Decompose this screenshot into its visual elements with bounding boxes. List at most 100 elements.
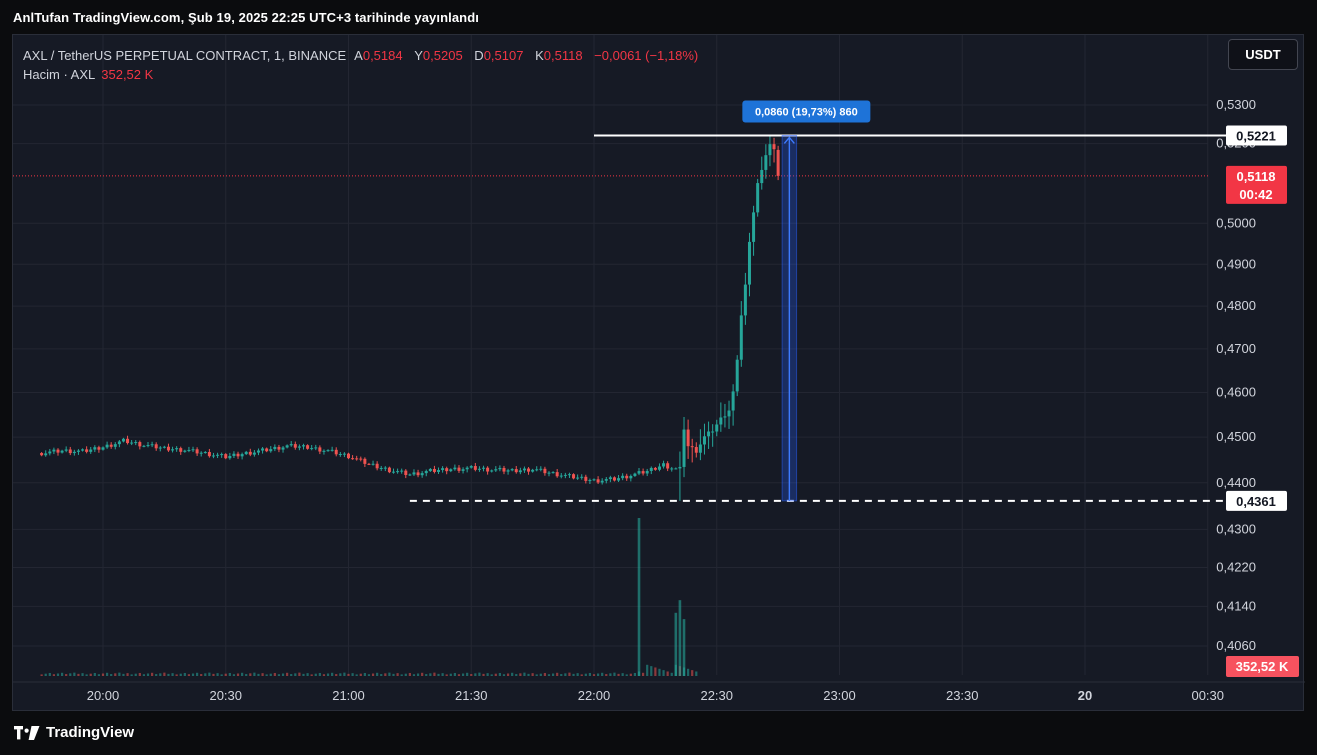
volume-bar: [236, 673, 240, 676]
candle-body: [175, 448, 179, 450]
candle-body: [64, 449, 68, 451]
volume-bar: [498, 672, 501, 676]
volume-label[interactable]: Hacim · AXL: [23, 67, 96, 82]
candle-body: [220, 454, 224, 456]
volume-bar: [613, 672, 616, 676]
volume-bar: [543, 672, 546, 676]
grid-lines: [13, 35, 1209, 675]
volume-bar: [134, 673, 137, 676]
open-label: A: [354, 48, 363, 63]
candle-body: [608, 477, 612, 480]
volume-bar: [404, 673, 407, 676]
candle-body: [236, 453, 240, 457]
candle-body: [735, 359, 739, 392]
y-tick-label: 0,4500: [1216, 429, 1256, 444]
volume-bar: [560, 674, 563, 676]
candle-body: [617, 478, 621, 481]
volume-bar: [85, 674, 88, 676]
candle-body: [72, 451, 76, 454]
candle-body: [559, 475, 563, 477]
candle-body: [502, 467, 506, 472]
volume-bar: [384, 673, 387, 676]
volume-bar: [539, 673, 542, 676]
price-chart[interactable]: 0,0860 (19,73%) 8600,53000,52000,50000,4…: [13, 35, 1305, 712]
publish-info: AnlTufan TradingView.com, Şub 19, 2025 2…: [13, 10, 479, 25]
candle-body: [301, 445, 305, 447]
candle-body: [641, 471, 645, 474]
volume-bar: [347, 673, 350, 676]
candle-body: [207, 452, 211, 457]
volume-bar: [318, 672, 321, 676]
candle-body: [359, 458, 363, 460]
candle-body: [404, 470, 408, 475]
candle-body: [138, 442, 142, 447]
candle-body: [355, 458, 359, 460]
candle-body: [690, 446, 694, 448]
currency-label: USDT: [1245, 47, 1281, 62]
candle-body: [747, 241, 751, 285]
volume-bar: [331, 672, 334, 676]
volume-bar: [523, 672, 526, 676]
candle-body: [510, 469, 514, 471]
candle-body: [281, 447, 285, 450]
candle-body: [612, 477, 616, 481]
volume-bar: [416, 673, 420, 676]
volume-bar: [122, 673, 125, 676]
candle-body: [731, 391, 735, 411]
volume-bar: [449, 673, 452, 676]
volume-bar: [396, 673, 399, 676]
volume-bar: [515, 674, 518, 676]
candle-body: [89, 449, 93, 452]
currency-button[interactable]: USDT: [1228, 39, 1298, 70]
candle-body: [518, 470, 522, 473]
candle-body: [743, 284, 747, 316]
volume-bar: [490, 674, 493, 676]
volume-bar: [314, 673, 317, 676]
candle-body: [490, 470, 494, 472]
volume-bar: [60, 672, 64, 676]
candle-body: [477, 468, 481, 470]
high-label: Y: [414, 48, 423, 63]
symbol-legend: AXL / TetherUS PERPETUAL CONTRACT, 1, BI…: [23, 46, 698, 66]
candle-body: [285, 445, 289, 448]
candle-body: [584, 476, 588, 481]
candle-body: [224, 454, 228, 459]
volume-value: 352,52 K: [101, 67, 154, 82]
candle-body: [424, 471, 428, 474]
candle-body: [199, 452, 203, 454]
volume-bar: [592, 674, 596, 676]
candle-body: [653, 467, 657, 470]
volume-bar: [535, 674, 538, 676]
volume-bar: [568, 672, 571, 676]
candle-body: [113, 444, 117, 447]
volume-bar: [73, 672, 76, 676]
y-tick-label: 0,4600: [1216, 385, 1256, 400]
candle-body: [334, 449, 338, 455]
candle-body: [277, 446, 281, 450]
volume-bar: [511, 672, 514, 676]
volume-bar: [298, 672, 301, 676]
candle-body: [555, 472, 559, 477]
candle-body: [420, 473, 424, 476]
candle-body: [715, 424, 719, 432]
candle-body: [338, 453, 342, 455]
volume-bar: [281, 673, 285, 676]
volume-bar: [204, 673, 207, 676]
candle-body: [269, 449, 273, 452]
candle-body: [326, 450, 330, 452]
chart-frame[interactable]: 0,0860 (19,73%) 8600,53000,52000,50000,4…: [12, 34, 1305, 712]
volume-bar: [605, 674, 608, 676]
symbol-title[interactable]: AXL / TetherUS PERPETUAL CONTRACT, 1, BI…: [23, 48, 347, 63]
price-tag-low-bg: [1226, 490, 1287, 511]
measure-label: 0,0860 (19,73%) 860: [755, 106, 858, 118]
close-value: 0,5118: [543, 48, 583, 63]
candle-body: [727, 410, 731, 417]
volume-bar: [355, 674, 358, 676]
price-tag-high: 0,5221: [1236, 128, 1276, 143]
volume-bar: [633, 672, 637, 676]
volume-bar: [253, 672, 256, 676]
y-tick-label: 0,4800: [1216, 298, 1256, 313]
volume-bar: [527, 673, 530, 676]
volume-bar: [572, 673, 575, 676]
candle-body: [158, 447, 162, 449]
